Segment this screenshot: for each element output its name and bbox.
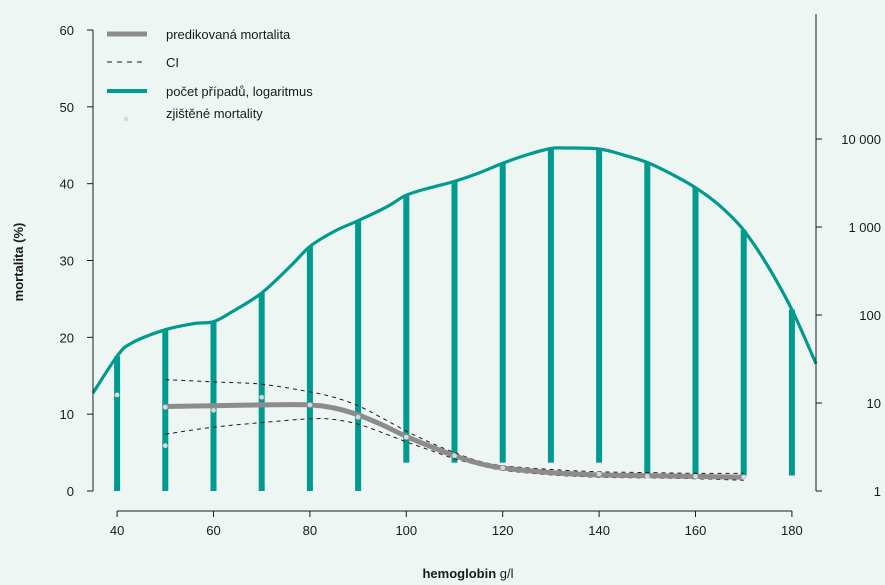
x-tick-label: 60 [206,523,220,538]
y2-tick-label: 10 [867,396,881,411]
x-tick-label: 100 [395,523,417,538]
y-tick-label: 30 [60,254,74,269]
observed-point [307,402,313,408]
observed-point [403,434,409,440]
y-axis-title: mortalita (%) [11,223,26,302]
y-tick-label: 0 [67,484,74,499]
x-tick-label: 140 [588,523,610,538]
y-tick-label: 20 [60,330,74,345]
observed-point [596,471,602,477]
y2-tick-label: 100 [859,308,881,323]
legend-label-observed: zjištěné mortality [166,106,263,121]
observed-point [741,474,747,480]
x-tick-label: 40 [110,523,124,538]
y-tick-label: 50 [60,100,74,115]
y2-tick-label: 1 000 [848,220,881,235]
y-tick-label: 60 [60,23,74,38]
observed-point [355,414,361,420]
observed-point [452,453,457,459]
observed-point [259,394,265,400]
observed-point [162,404,168,410]
predicted-mortality-line [162,402,747,480]
observed-point [693,474,698,479]
x-axis-title-bold: hemoglobin [422,566,496,581]
axes: 0 10 20 30 40 50 60 40 60 80 100 120 140 160 180 1 10 100… [60,14,881,538]
observed-point [114,392,120,398]
case-count-curve-group [91,146,818,394]
legend: predikovaná mortalita CI počet případů, … [107,27,313,122]
x-tick-label: 80 [303,523,317,538]
legend-label-ci: CI [166,55,179,70]
observed-point [644,474,650,479]
case-count-curve [91,146,818,394]
x-tick-label: 180 [781,523,803,538]
predicted-mortality-group [162,402,747,480]
y2-tick-label: 1 [874,484,881,499]
y-tick-label: 10 [60,407,74,422]
legend-label-cases: počet případů, logaritmus [166,84,313,99]
y-tick-label: 40 [60,177,74,192]
x-axis-title-unit: g/l [496,566,513,581]
y2-tick-label: 10 000 [841,132,881,147]
case-count-bars [114,148,795,491]
observed-point [500,465,506,471]
observed-points [114,392,747,480]
observed-point [162,443,168,449]
x-axis-title: hemoglobin g/l [422,566,513,581]
observed-point [211,407,216,413]
legend-swatch-observed [123,116,129,122]
legend-label-predicted: predikovaná mortalita [166,27,291,42]
x-tick-label: 120 [492,523,514,538]
x-tick-label: 160 [685,523,707,538]
